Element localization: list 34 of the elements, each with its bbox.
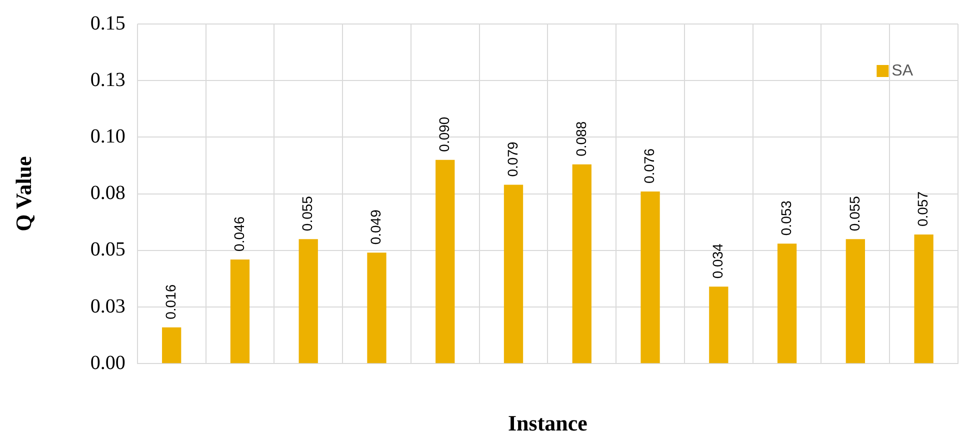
bar xyxy=(846,239,865,364)
y-tick-label: 0.00 xyxy=(90,352,126,374)
data-label: 0.049 xyxy=(368,209,384,245)
data-label: 0.079 xyxy=(504,141,520,177)
bar xyxy=(709,286,728,364)
data-label: 0.088 xyxy=(572,121,589,156)
bar xyxy=(504,184,524,364)
bar xyxy=(298,239,318,364)
y-tick-label: 0.10 xyxy=(90,125,126,148)
y-axis-title: Q Value xyxy=(10,156,36,232)
bar xyxy=(640,192,660,364)
bar xyxy=(436,160,455,364)
data-label: 0.053 xyxy=(778,200,794,236)
bar xyxy=(572,164,592,364)
bar xyxy=(914,234,934,364)
x-axis-title: Instance xyxy=(508,410,588,436)
data-label: 0.090 xyxy=(436,116,452,152)
y-tick-label: 0.05 xyxy=(90,238,126,261)
bar xyxy=(367,252,386,364)
y-tick-label: 0.08 xyxy=(90,182,126,204)
data-label: 0.046 xyxy=(230,216,247,252)
y-tick-label: 0.03 xyxy=(90,295,126,318)
bar xyxy=(230,259,250,364)
data-label: 0.055 xyxy=(846,196,862,232)
data-label: 0.055 xyxy=(299,196,316,232)
y-tick-label: 0.13 xyxy=(90,68,126,91)
data-label: 0.016 xyxy=(162,284,178,320)
y-tick-label: 0.15 xyxy=(90,12,126,34)
bar xyxy=(777,244,797,364)
data-label: 0.076 xyxy=(641,148,658,184)
data-label: 0.057 xyxy=(914,191,931,227)
legend-label: SA xyxy=(892,62,914,80)
data-label: 0.034 xyxy=(710,243,726,279)
bar xyxy=(162,327,182,364)
